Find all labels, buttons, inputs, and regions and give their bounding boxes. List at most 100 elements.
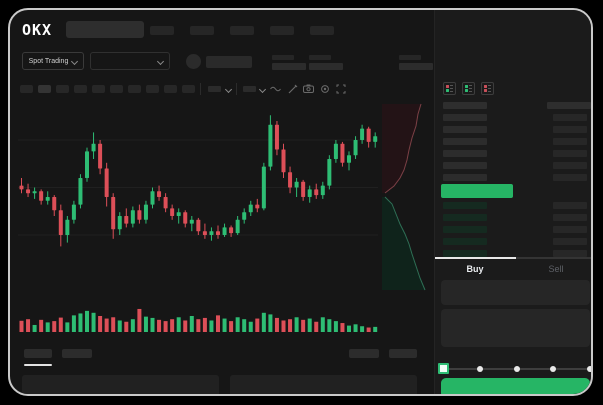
stat-value-placeholder — [272, 63, 306, 70]
volume-bar — [45, 322, 50, 332]
book-combined-icon[interactable] — [443, 82, 456, 95]
candle-body — [130, 210, 135, 224]
volume-bar — [150, 317, 155, 332]
book-icon-segment — [484, 85, 487, 88]
timeframe-button[interactable] — [74, 85, 87, 93]
bid-amount-placeholder — [553, 250, 587, 257]
volume-bar — [196, 319, 201, 332]
last-price-badge[interactable] — [441, 184, 513, 198]
ask-amount-placeholder — [553, 150, 587, 157]
timeframe-button[interactable] — [56, 85, 69, 93]
orders-tab-active[interactable] — [24, 349, 52, 358]
candle-body — [327, 159, 332, 186]
candle-body — [71, 204, 76, 220]
book-icon-bars — [446, 85, 449, 92]
stat-value-placeholder — [399, 63, 433, 70]
volume-bar — [340, 323, 345, 332]
orders-filter-placeholder[interactable] — [349, 349, 379, 358]
pair-selector-dropdown[interactable] — [90, 52, 170, 70]
candle-body — [65, 219, 70, 235]
indicator-dropdown[interactable] — [208, 86, 221, 92]
candlestick-chart[interactable] — [18, 102, 378, 292]
nav-item-placeholder[interactable] — [190, 26, 214, 35]
orders-tab-secondary[interactable] — [62, 349, 92, 358]
ask-amount-placeholder — [553, 162, 587, 169]
timeframe-button[interactable] — [128, 85, 141, 93]
candle-body — [222, 227, 227, 235]
book-icon-segment — [446, 89, 449, 92]
volume-bar — [91, 312, 96, 332]
amount-input[interactable] — [441, 309, 590, 347]
app-window: OKX Spot Trading — [8, 8, 593, 396]
depth-map — [382, 103, 426, 291]
okx-logo[interactable]: OKX — [22, 21, 53, 39]
settings-gear-icon[interactable] — [319, 83, 330, 94]
candle-body — [274, 124, 279, 150]
buy-submit-button[interactable] — [441, 378, 590, 394]
book-asks-icon[interactable] — [481, 82, 494, 95]
draw-icon[interactable] — [287, 83, 298, 94]
volume-bar — [157, 319, 162, 332]
fullscreen-icon[interactable] — [335, 83, 346, 94]
ask-price-placeholder — [443, 114, 487, 121]
market-type-dropdown[interactable]: Spot Trading — [22, 52, 84, 70]
stat-label-placeholder — [399, 55, 421, 60]
chevron-down-icon[interactable] — [224, 85, 233, 94]
nav-item-placeholder[interactable] — [150, 26, 174, 35]
overlay-dropdown[interactable] — [243, 86, 256, 92]
volume-bar — [26, 319, 31, 332]
candle-body — [39, 191, 44, 201]
line-style-icon[interactable] — [270, 83, 281, 94]
chevron-down-icon[interactable] — [258, 85, 267, 94]
volume-bar — [327, 319, 332, 332]
camera-icon[interactable] — [303, 83, 314, 94]
candle-body — [307, 189, 312, 197]
candle-body — [157, 191, 162, 197]
nav-item-placeholder[interactable] — [270, 26, 294, 35]
volume-bar — [170, 319, 175, 332]
slider-handle[interactable] — [438, 363, 449, 374]
volume-bar — [137, 308, 142, 332]
candle-body — [58, 210, 63, 235]
volume-bar — [111, 317, 116, 332]
volume-bar — [58, 317, 63, 332]
volume-bar — [222, 318, 227, 332]
bid-amount-placeholder — [553, 226, 587, 233]
timeframe-button[interactable] — [20, 85, 33, 93]
candle-body — [347, 155, 351, 163]
orders-panel-placeholder — [230, 375, 417, 394]
volume-bar — [130, 319, 135, 332]
timeframe-button[interactable] — [110, 85, 123, 93]
market-stat — [272, 55, 306, 70]
timeframe-button[interactable] — [164, 85, 177, 93]
price-input[interactable] — [441, 280, 590, 305]
nav-item-placeholder[interactable] — [310, 26, 334, 35]
orders-filter-placeholder[interactable] — [389, 349, 417, 358]
book-bids-icon[interactable] — [462, 82, 475, 95]
tab-sell[interactable]: Sell — [548, 264, 564, 274]
volume-bar — [261, 312, 266, 332]
ask-price-placeholder — [443, 150, 487, 157]
depth-ask-line — [384, 103, 422, 194]
timeframe-button[interactable] — [146, 85, 159, 93]
nav-item-placeholder[interactable] — [230, 26, 254, 35]
search-input[interactable] — [66, 21, 144, 38]
slider-stop-dot[interactable] — [550, 366, 557, 372]
ask-amount-placeholder — [553, 138, 587, 145]
tab-buy[interactable]: Buy — [466, 264, 484, 274]
candle-body — [268, 124, 273, 167]
candle-body — [170, 208, 175, 216]
timeframe-button[interactable] — [38, 85, 51, 93]
slider-stop-dot[interactable] — [476, 366, 483, 372]
candle-body — [261, 166, 266, 209]
book-icon-lines — [488, 85, 491, 92]
book-icon-bars — [484, 85, 487, 92]
candle-body — [85, 151, 89, 178]
ask-price-placeholder — [443, 138, 487, 145]
timeframe-button[interactable] — [92, 85, 105, 93]
candle-body — [248, 204, 253, 213]
timeframe-button[interactable] — [182, 85, 195, 93]
slider-stop-dot[interactable] — [513, 366, 520, 372]
volume-bar — [255, 318, 260, 332]
slider-stop-dot[interactable] — [587, 366, 591, 372]
